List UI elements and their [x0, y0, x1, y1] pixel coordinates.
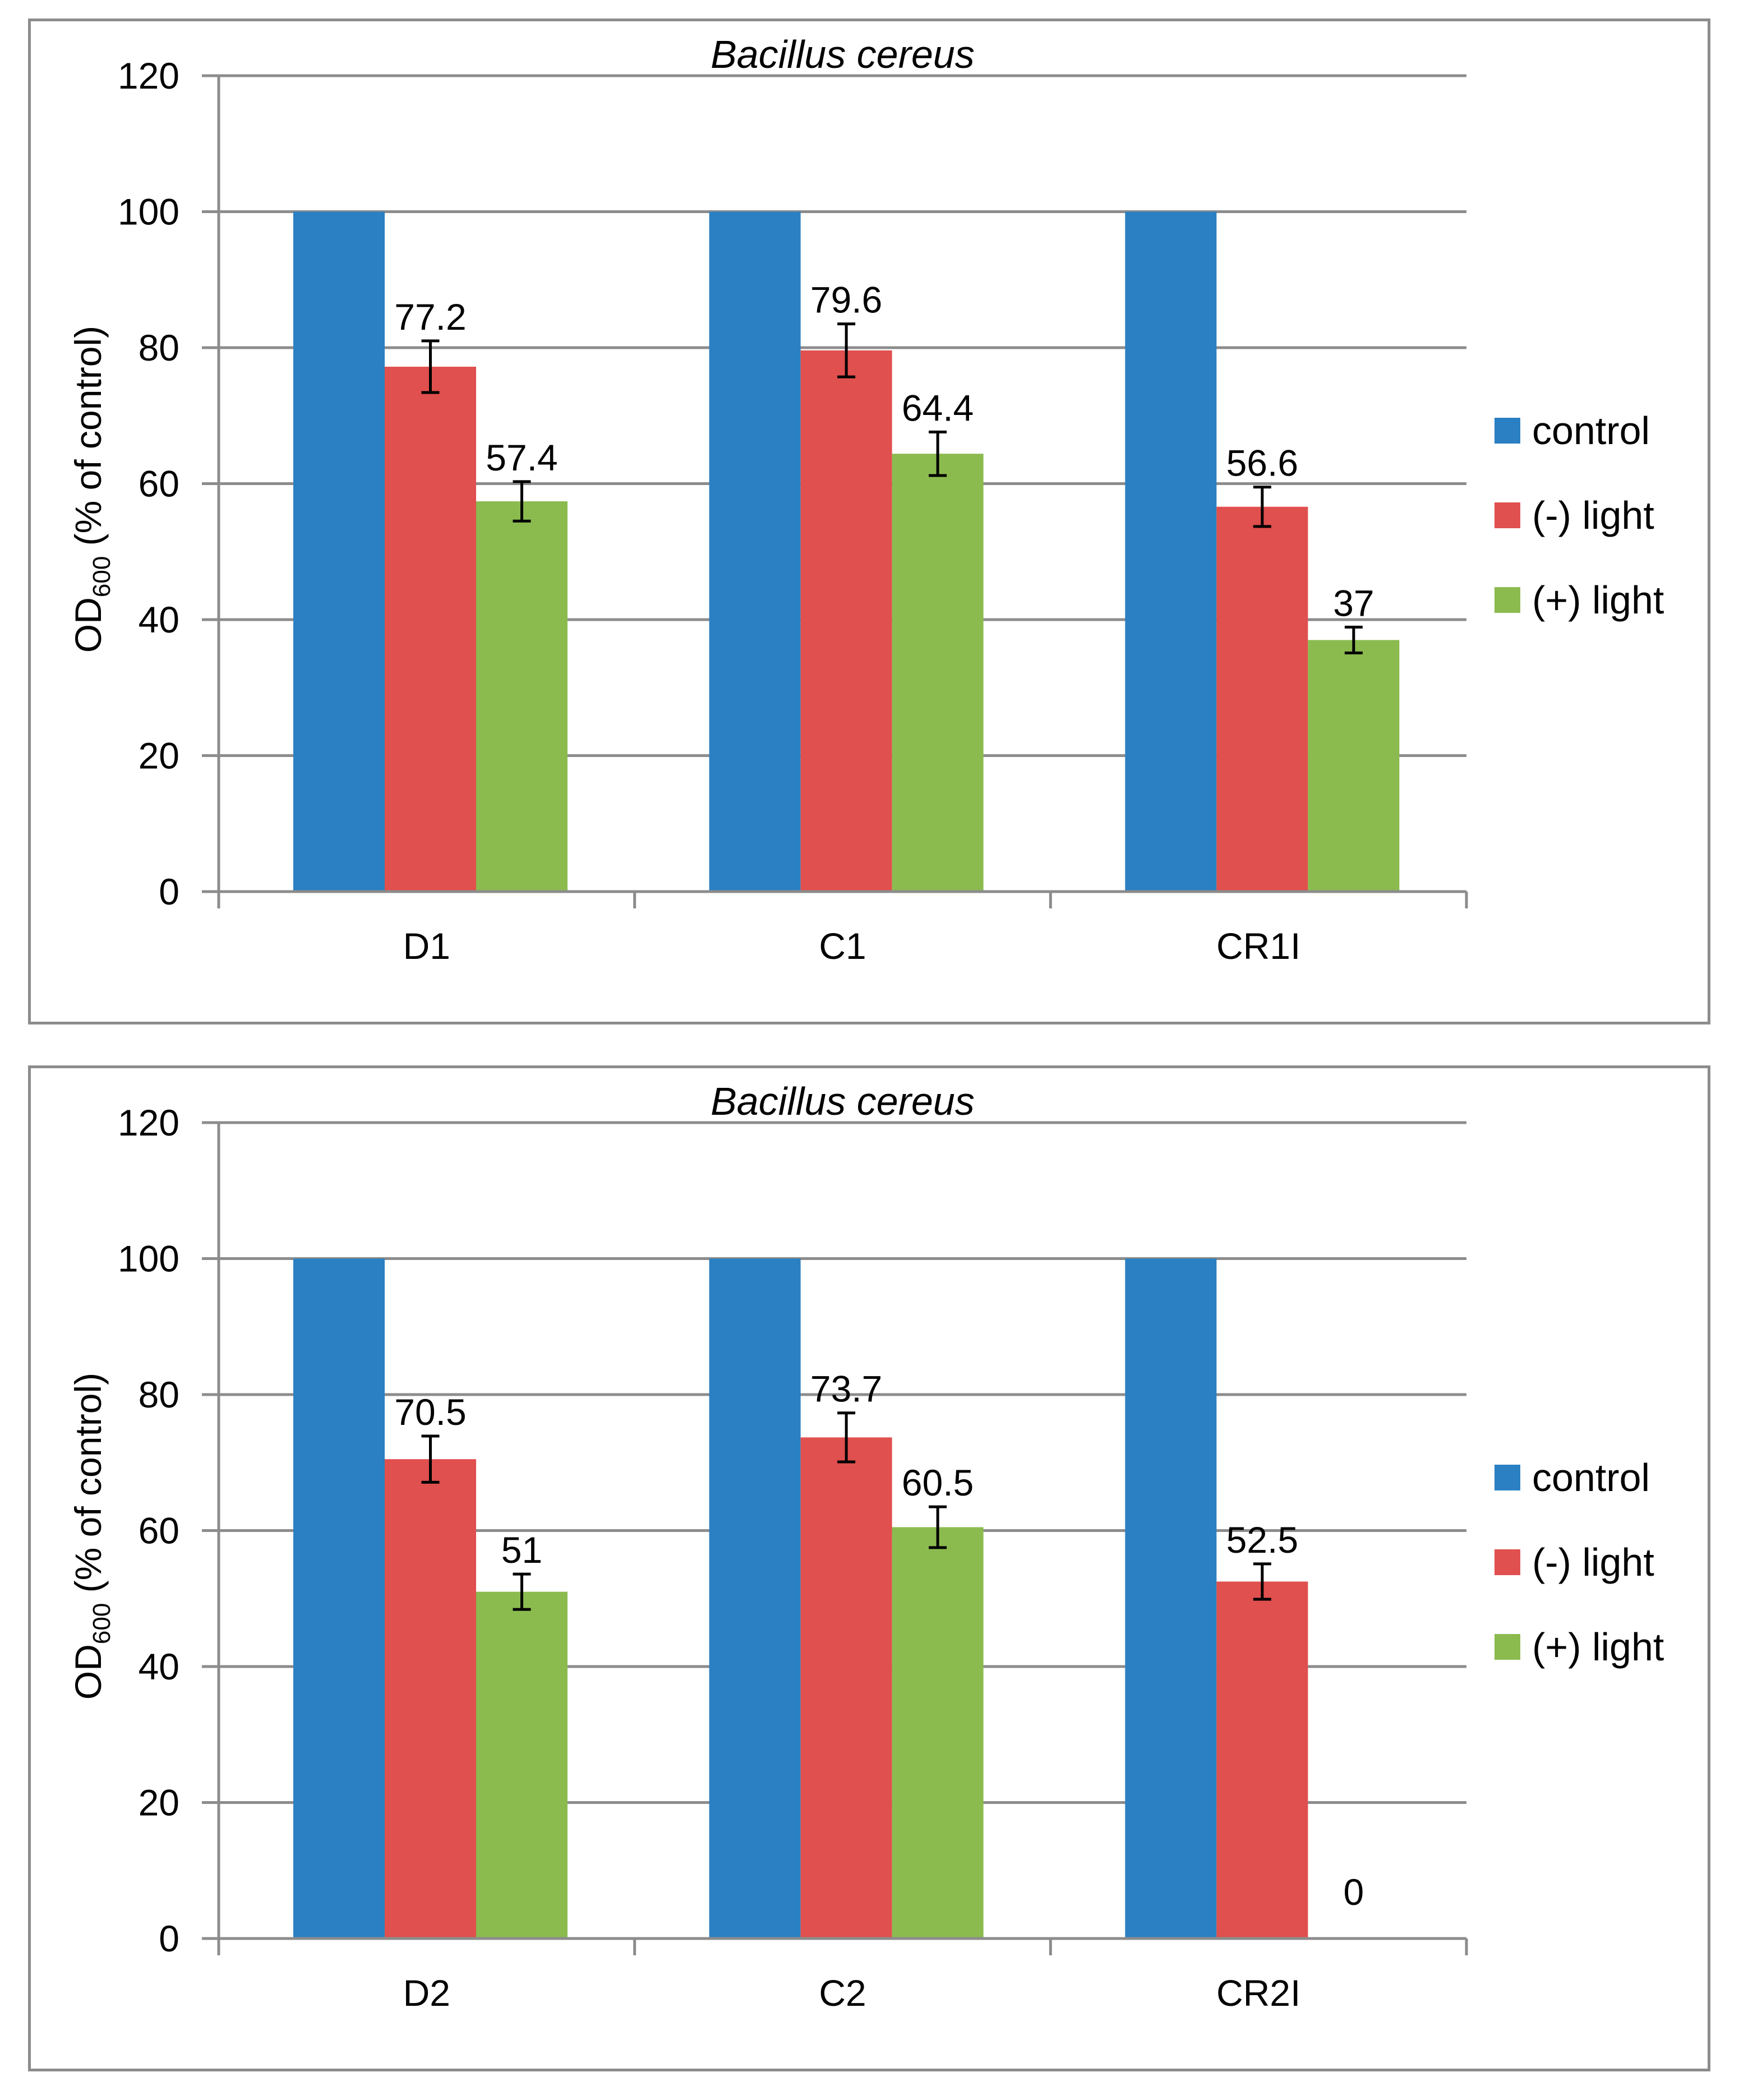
bar-control-d2: [293, 1258, 385, 1939]
error-bar: [421, 339, 440, 394]
error-bar: [1253, 1562, 1271, 1601]
data-label: 0: [1343, 1871, 1364, 1913]
y-tick-label: 40: [139, 1646, 179, 1687]
bar-control-d1: [293, 211, 385, 892]
error-bar: [513, 1572, 531, 1611]
chart-top-panel: 0 20 40 60 80 100 120 77.2 57.4 D1 79.6 64.4 C1 56.6 3…: [28, 19, 1710, 1024]
bar-light-c2: [800, 1437, 892, 1939]
y-tick-label: 0: [159, 871, 179, 912]
x-tick-label: D1: [403, 925, 450, 967]
bar-light-d1: [385, 366, 476, 892]
legend-swatch: [1494, 587, 1520, 613]
legend-item: control: [1494, 1456, 1650, 1499]
y-axis-label: OD600 (% of control): [67, 1373, 116, 1700]
data-label: 60.5: [902, 1462, 974, 1503]
y-tick-label: 100: [118, 191, 179, 233]
bar-light-cr1i: [1308, 640, 1400, 892]
data-label: 51: [501, 1529, 542, 1571]
bar-light-c1: [800, 350, 892, 892]
error-bar: [421, 1434, 440, 1484]
x-tick-label: CR1I: [1216, 925, 1300, 967]
legend-label: (-) light: [1532, 493, 1654, 537]
bar-light-cr1i: [1216, 506, 1308, 892]
legend-label: (+) light: [1532, 578, 1664, 622]
x-tick-label: C1: [819, 925, 866, 967]
x-tick-label: C2: [819, 1972, 866, 2014]
y-tick-label: 60: [139, 463, 179, 505]
chart-title: Bacillus cereus: [711, 1079, 975, 1123]
bar-chart-top: 0 20 40 60 80 100 120 77.2 57.4 D1 79.6 64.4 C1 56.6 3…: [67, 33, 1664, 967]
legend-label: (-) light: [1532, 1540, 1654, 1584]
bar-control-c2: [709, 1258, 801, 1939]
y-tick-label: 80: [139, 327, 179, 368]
legend-item: control: [1494, 409, 1650, 453]
error-bar: [837, 1411, 856, 1464]
y-axis-label-main: OD: [67, 1644, 109, 1700]
legend-label: control: [1532, 1456, 1650, 1499]
y-axis-label-subscript: 600: [88, 556, 116, 597]
bar-light-c1: [892, 454, 984, 892]
legend-item: (-) light: [1494, 493, 1654, 537]
data-label: 73.7: [810, 1368, 882, 1410]
data-label: 79.6: [810, 279, 882, 321]
y-tick-label: 120: [118, 55, 179, 96]
y-tick-label: 100: [118, 1238, 179, 1280]
legend: control (-) light (+) light: [1494, 1456, 1664, 1669]
data-label: 37: [1333, 582, 1374, 624]
legend-swatch: [1494, 1549, 1520, 1575]
bar-chart-bottom: 0 20 40 60 80 100 120 70.5 51 D2 73.7 60.5 C2 52.5 0 CR…: [67, 1079, 1664, 2014]
error-bar: [513, 480, 531, 523]
bar-light-d2: [476, 1591, 568, 1939]
legend: control (-) light (+) light: [1494, 409, 1664, 622]
y-axis-label-main: OD: [67, 597, 109, 653]
data-label: 57.4: [486, 437, 557, 478]
error-bar: [837, 322, 856, 379]
legend-swatch: [1494, 418, 1520, 444]
data-label: 64.4: [902, 387, 974, 428]
data-label: 77.2: [394, 296, 466, 338]
error-bar: [929, 1505, 947, 1549]
y-axis-label-suffix: (% of control): [67, 1373, 109, 1603]
bar-light-cr2i: [1216, 1581, 1308, 1939]
chart-title: Bacillus cereus: [711, 33, 975, 76]
error-bar: [929, 430, 947, 477]
chart-bottom-panel: 0 20 40 60 80 100 120 70.5 51 D2 73.7 60.5 C2 52.5 0 CR…: [28, 1065, 1710, 2071]
bar-control-cr1i: [1125, 211, 1217, 892]
data-label: 56.6: [1226, 442, 1298, 484]
bar-light-d2: [385, 1459, 476, 1939]
x-tick-label: D2: [403, 1972, 450, 2014]
bar-light-d1: [476, 501, 568, 892]
legend-item: (-) light: [1494, 1540, 1654, 1584]
legend-item: (+) light: [1494, 578, 1664, 622]
y-axis-label: OD600 (% of control): [67, 326, 116, 653]
y-tick-label: 80: [139, 1374, 179, 1415]
bar-control-c1: [709, 211, 801, 892]
y-tick-label: 20: [139, 735, 179, 777]
legend-label: (+) light: [1532, 1625, 1664, 1669]
x-tick-label: CR2I: [1216, 1972, 1300, 2014]
legend-swatch: [1494, 1465, 1520, 1490]
legend-label: control: [1532, 409, 1650, 453]
error-bar: [1253, 486, 1271, 528]
bar-control-cr2i: [1125, 1258, 1217, 1939]
legend-item: (+) light: [1494, 1625, 1664, 1669]
y-axis-label-suffix: (% of control): [67, 326, 109, 556]
error-bar: [1344, 625, 1363, 654]
data-label: 70.5: [394, 1391, 466, 1433]
y-tick-label: 0: [159, 1918, 179, 1959]
y-tick-label: 20: [139, 1782, 179, 1824]
legend-swatch: [1494, 502, 1520, 528]
legend-swatch: [1494, 1634, 1520, 1660]
data-label: 52.5: [1226, 1519, 1298, 1561]
y-tick-label: 60: [139, 1510, 179, 1552]
y-tick-label: 120: [118, 1102, 179, 1143]
bar-light-c2: [892, 1527, 984, 1939]
y-axis-label-subscript: 600: [88, 1603, 116, 1644]
y-tick-label: 40: [139, 599, 179, 640]
